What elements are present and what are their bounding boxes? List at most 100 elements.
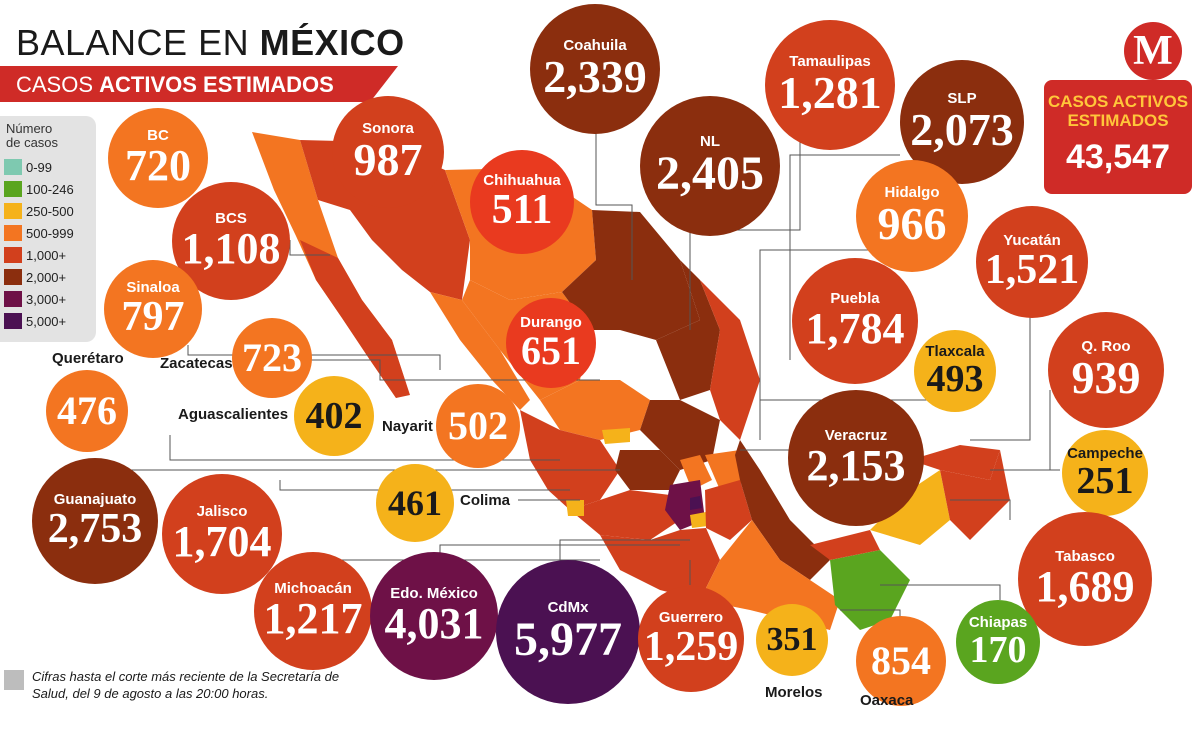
state-value: 2,339	[543, 51, 647, 102]
state-value: 251	[1076, 460, 1134, 502]
state-value: 493	[926, 358, 984, 400]
state-name: Tamaulipas	[789, 53, 871, 70]
bubble-tlaxcala: Tlaxcala 493	[914, 330, 996, 412]
map-coahuila	[562, 210, 700, 340]
state-name: NL	[700, 133, 720, 150]
state-value: 1,259	[643, 624, 739, 670]
map-puebla	[705, 480, 752, 540]
state-name: Veracruz	[824, 427, 888, 444]
label-oaxaca: Oaxaca	[860, 692, 914, 709]
state-value: 720	[125, 141, 191, 190]
state-name: Sinaloa	[126, 279, 180, 296]
bubble-durango: Durango 651	[506, 298, 596, 388]
map-nuevo-leon	[656, 260, 720, 400]
state-value: 170	[969, 629, 1027, 671]
legend-item: 500-999	[4, 224, 74, 242]
map-quintana-roo	[940, 450, 1010, 540]
footnote-marker	[4, 670, 24, 690]
state-value: 4,031	[384, 599, 484, 648]
bubble-sinaloa: Sinaloa 797	[104, 260, 202, 358]
state-value: 402	[305, 395, 363, 437]
state-name: Puebla	[830, 290, 880, 307]
state-name: Coahuila	[563, 37, 627, 54]
legend-swatch	[4, 203, 22, 219]
bubble-aguascalientes: 402	[294, 376, 374, 456]
map-tamaulipas	[700, 280, 760, 440]
bubble-morelos: 351	[756, 604, 828, 676]
legend-item: 1,000+	[4, 246, 66, 264]
state-value: 5,977	[514, 613, 622, 666]
total-label: CASOS ACTIVOS	[1047, 92, 1189, 111]
state-name: BC	[147, 127, 169, 144]
map-morelos	[690, 512, 708, 528]
legend-item: 2,000+	[4, 268, 66, 286]
bubble-puebla: Puebla 1,784	[792, 258, 918, 384]
map-michoacan	[570, 490, 680, 540]
state-name: Guanajuato	[53, 491, 137, 508]
legend-swatch	[4, 269, 22, 285]
state-value: 502	[448, 403, 508, 448]
subtitle: CASOS ACTIVOS ESTIMADOS	[16, 72, 334, 97]
bubble-nl: NL 2,405	[640, 96, 780, 236]
state-name: Hidalgo	[884, 184, 940, 201]
label-queretaro: Querétaro	[52, 350, 124, 367]
bubble-cdmx: CdMx 5,977	[496, 560, 640, 704]
state-value: 2,405	[656, 147, 764, 200]
state-value: 1,108	[181, 224, 281, 273]
state-value: 351	[766, 621, 818, 658]
state-name: Q. Roo	[1081, 338, 1131, 355]
bubble-coahuila: Coahuila 2,339	[530, 4, 660, 134]
bubble-oaxaca: 854	[856, 616, 946, 706]
subtitle-banner: CASOS ACTIVOS ESTIMADOS	[0, 66, 398, 102]
state-name: Tabasco	[1055, 548, 1115, 565]
bubble-guanajuato: Guanajuato 2,753	[32, 458, 158, 584]
legend-label: 3,000+	[26, 291, 67, 307]
map-cdmx	[690, 496, 702, 510]
map-veracruz	[735, 440, 830, 580]
legend-swatch	[4, 313, 22, 329]
state-value: 1,784	[805, 304, 905, 353]
legend-item: 250-500	[4, 202, 74, 220]
milenio-logo: M	[1124, 22, 1182, 80]
total-box: CASOS ACTIVOS ESTIMADOS 43,547	[1044, 80, 1192, 194]
state-value: 1,521	[984, 247, 1080, 293]
map-colima	[566, 500, 584, 516]
legend-swatch	[4, 159, 22, 175]
state-name: Guerrero	[658, 609, 724, 626]
state-name: Yucatán	[1003, 232, 1061, 249]
state-name: Sonora	[362, 120, 414, 137]
bubble-tabasco: Tabasco 1,689	[1018, 512, 1152, 646]
legend-item: 5,000+	[4, 312, 66, 330]
bubble-guerrero: Guerrero 1,259	[638, 586, 744, 692]
legend-label: 250-500	[26, 203, 74, 219]
legend-swatch	[4, 225, 22, 241]
legend: Número de casos 0-99 100-246 250-500 500…	[0, 116, 96, 342]
map-slp	[640, 400, 720, 470]
legend-label: 1,000+	[26, 247, 67, 263]
legend-swatch	[4, 247, 22, 263]
map-yucatan	[910, 445, 1000, 480]
label-nayarit: Nayarit	[382, 418, 433, 435]
bubble-hidalgo: Hidalgo 966	[856, 160, 968, 272]
legend-swatch	[4, 181, 22, 197]
bubble-tamaulipas: Tamaulipas 1,281	[765, 20, 895, 150]
bubble-sonora: Sonora 987	[332, 96, 444, 208]
map-zacatecas	[540, 380, 650, 440]
state-value: 1,281	[778, 67, 882, 118]
state-value: 1,689	[1035, 562, 1135, 611]
map-tabasco	[810, 530, 880, 560]
legend-item: 100-246	[4, 180, 74, 198]
state-value: 939	[1071, 352, 1141, 403]
bubble-yucatan: Yucatán 1,521	[976, 206, 1088, 318]
legend-title: Número de casos	[6, 121, 59, 150]
state-name: Edo. México	[390, 585, 478, 602]
state-value: 723	[242, 335, 302, 380]
state-value: 854	[871, 638, 931, 683]
state-value: 476	[57, 388, 117, 433]
bubble-chiapas: Chiapas 170	[956, 600, 1040, 684]
footnote-text: Cifras hasta el corte más reciente de la…	[32, 669, 340, 701]
state-name: CdMx	[547, 599, 589, 616]
state-name: Tlaxcala	[925, 343, 985, 360]
state-name: BCS	[215, 210, 247, 227]
state-value: 461	[388, 483, 442, 523]
